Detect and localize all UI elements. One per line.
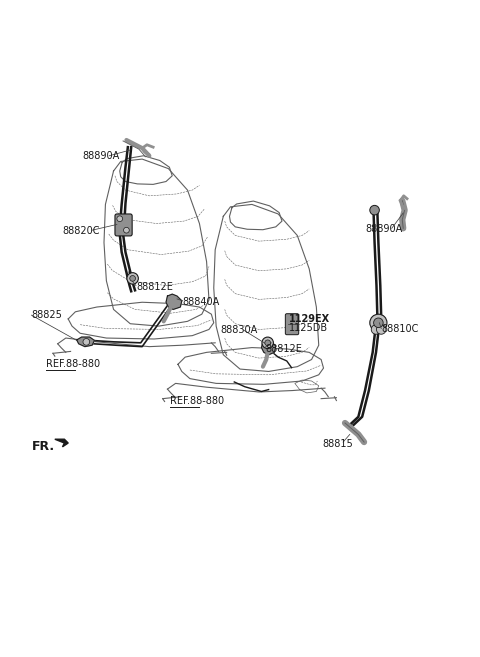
FancyBboxPatch shape [285, 313, 299, 334]
Text: 1129EX: 1129EX [289, 315, 330, 325]
Text: 88820C: 88820C [62, 225, 100, 236]
Circle shape [376, 325, 386, 334]
Text: 88810C: 88810C [381, 325, 419, 334]
Text: 88815: 88815 [323, 439, 353, 449]
Text: 88840A: 88840A [183, 297, 220, 307]
Circle shape [123, 227, 129, 233]
FancyBboxPatch shape [115, 214, 132, 236]
Text: 1125DB: 1125DB [289, 323, 328, 332]
Text: REF.88-880: REF.88-880 [46, 359, 100, 369]
Text: 88890A: 88890A [83, 150, 120, 161]
Polygon shape [55, 440, 68, 447]
Polygon shape [262, 340, 276, 355]
Circle shape [130, 275, 135, 281]
Text: 88830A: 88830A [220, 325, 257, 336]
Circle shape [127, 273, 138, 284]
Circle shape [371, 325, 381, 334]
Text: 88812E: 88812E [136, 283, 173, 292]
Text: 88825: 88825 [32, 310, 62, 320]
Polygon shape [166, 294, 182, 309]
Circle shape [373, 318, 383, 328]
Text: REF.88-880: REF.88-880 [170, 396, 224, 406]
Polygon shape [77, 337, 95, 347]
Circle shape [370, 314, 387, 331]
Circle shape [370, 206, 379, 215]
Circle shape [262, 337, 274, 349]
Circle shape [117, 216, 122, 221]
Text: 88812E: 88812E [265, 344, 302, 354]
Text: FR.: FR. [32, 440, 55, 453]
Circle shape [83, 338, 90, 345]
Text: 88890A: 88890A [365, 224, 402, 235]
Circle shape [265, 340, 271, 346]
